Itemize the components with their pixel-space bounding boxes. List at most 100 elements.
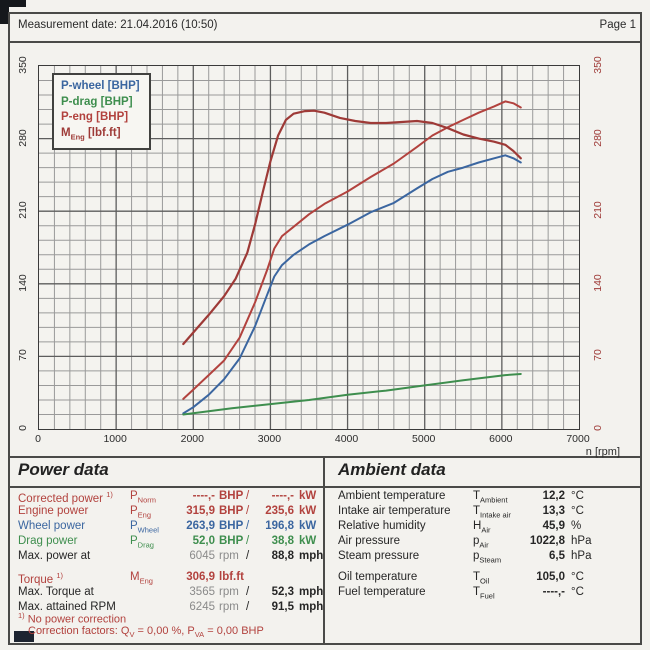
y-tick-label-left: 210 (17, 201, 29, 219)
power-row-slash: / (246, 490, 250, 502)
x-tick-label: 3000 (257, 433, 282, 445)
power-row-slash: / (246, 520, 250, 532)
power-table-row: Max. attained RPM 6245 rpm / 91,5 mph (18, 601, 324, 616)
power-row-unit2: mph (299, 550, 324, 562)
power-row-value1: 315,9 (186, 505, 215, 517)
power-row-slash: / (246, 535, 250, 547)
power-row-unit1: BHP (219, 535, 244, 547)
page-border-right (640, 12, 642, 644)
power-row-unit2: kW (299, 490, 317, 502)
power-row-slash: / (246, 586, 250, 598)
x-tick-label: 2000 (180, 433, 204, 445)
power-row-label: Engine power (18, 505, 89, 517)
footnote-no-correction: 1) No power correction (18, 611, 127, 626)
page-border-bottom (8, 643, 642, 645)
power-row-symbol: PWheel (130, 520, 159, 535)
power-row-value1: 52,0 (192, 535, 215, 547)
power-row-slash: / (246, 505, 250, 517)
page-border-left (8, 12, 10, 644)
power-row-unit1: rpm (219, 586, 239, 598)
ambient-table-row: Steam pressure pSteam 6,5 hPa (338, 550, 628, 565)
ambient-row-symbol: HAir (473, 520, 491, 535)
power-row-value2: 235,6 (265, 505, 294, 517)
ambient-row-unit: °C (571, 586, 584, 598)
ambient-row-unit: °C (571, 505, 584, 517)
y-tick-label-right: 350 (592, 56, 604, 74)
x-tick-label: 5000 (412, 433, 436, 445)
ambient-row-value: 13,3 (542, 505, 565, 517)
ambient-row-unit: % (571, 520, 582, 532)
power-row-unit1: lbf.ft (219, 571, 244, 583)
legend-item: P-drag [BHP] (61, 95, 133, 108)
tables-heading-rule (8, 486, 642, 488)
power-row-symbol: PEng (130, 505, 152, 520)
ambient-table-row: Relative humidity HAir 45,9% (338, 520, 628, 535)
footnote-correction-factors: Correction factors: QV = 0,00 %, PVA = 0… (28, 625, 264, 640)
ambient-row-value: 105,0 (536, 571, 565, 583)
power-row-value2: 52,3 (271, 586, 294, 598)
ambient-row-value: 45,9 (542, 520, 565, 532)
legend-item: MEng [lbf.ft] (61, 126, 121, 141)
header-rule (8, 41, 642, 43)
power-table-row: Max. Torque at 3565 rpm / 52,3 mph (18, 586, 324, 601)
page-number: Page 1 (599, 19, 636, 31)
power-table-row: Max. power at 6045 rpm / 88,8 mph (18, 550, 324, 565)
power-row-unit2: mph (299, 586, 324, 598)
ambient-row-symbol: pAir (473, 535, 489, 550)
x-tick-label: 7000 (566, 433, 590, 445)
x-tick-label: 4000 (334, 433, 359, 445)
scan-artifact-corner (0, 0, 9, 24)
x-tick-label: 0 (35, 433, 41, 445)
power-row-label: Max. attained RPM (18, 601, 116, 613)
power-row-label: Corrected power 1) (18, 490, 113, 505)
power-row-value2: 88,8 (271, 550, 294, 562)
ambient-row-unit: °C (571, 571, 584, 583)
x-tick-label: 6000 (489, 433, 513, 445)
power-row-value1: 6045 (189, 550, 215, 562)
ambient-row-label: Ambient temperature (338, 490, 446, 502)
ambient-table-row: Air pressure pAir 1022,8 hPa (338, 535, 628, 550)
power-row-label: Max. power at (18, 550, 91, 562)
ambient-row-value: ----,- (542, 586, 565, 598)
ambient-row-value: 1022,8 (529, 535, 565, 547)
x-tick-label: 1000 (103, 433, 127, 445)
y-tick-label-right: 210 (592, 201, 604, 219)
curve-p-wheel (182, 154, 522, 415)
ambient-table-row: Intake air temperature TIntake air 13,3 °C (338, 505, 628, 520)
ambient-row-symbol: TAmbient (473, 490, 508, 505)
ambient-table-row: Ambient temperature TAmbient 12,2 °C (338, 490, 628, 505)
power-row-label: Torque 1) (18, 571, 64, 586)
page-border-top (8, 12, 642, 14)
x-axis-title: n [rpm] (585, 446, 620, 458)
power-row-unit2: kW (299, 535, 317, 547)
power-row-value2: ----,- (271, 490, 294, 502)
legend-item: P-eng [BHP] (61, 111, 129, 123)
power-row-symbol: MEng (130, 571, 153, 586)
power-table-row: Drag power PDrag 52,0 BHP/ 38,8 kW (18, 535, 320, 550)
power-row-unit2: kW (299, 520, 317, 532)
curve-p-eng (182, 100, 522, 400)
power-table-row: Wheel power PWheel 263,9 BHP/ 196,8 kW (18, 520, 320, 535)
power-row-unit2: mph (299, 601, 324, 613)
tables-top-rule (8, 456, 642, 458)
y-tick-label-right: 0 (592, 425, 604, 431)
scan-artifact-corner-top (0, 0, 26, 7)
power-row-unit1: BHP (219, 505, 244, 517)
ambient-row-symbol: TFuel (473, 586, 495, 601)
power-row-value2: 38,8 (271, 535, 294, 547)
power-row-value2: 196,8 (265, 520, 294, 532)
power-data-title: Power data (18, 460, 109, 479)
power-row-unit1: rpm (219, 601, 239, 613)
legend-item: P-wheel [BHP] (61, 80, 140, 92)
ambient-row-symbol: TIntake air (473, 505, 511, 520)
ambient-row-unit: hPa (571, 550, 592, 562)
power-row-value2: 91,5 (271, 601, 294, 613)
power-row-label: Drag power (18, 535, 78, 547)
power-row-symbol: PDrag (130, 535, 154, 550)
y-tick-label-left: 350 (17, 56, 29, 74)
curve-p-drag (182, 373, 522, 416)
power-row-unit2: kW (299, 505, 317, 517)
power-row-symbol: PNorm (130, 490, 157, 505)
y-tick-label-left: 280 (17, 128, 29, 147)
power-row-value1: 306,9 (186, 571, 215, 583)
